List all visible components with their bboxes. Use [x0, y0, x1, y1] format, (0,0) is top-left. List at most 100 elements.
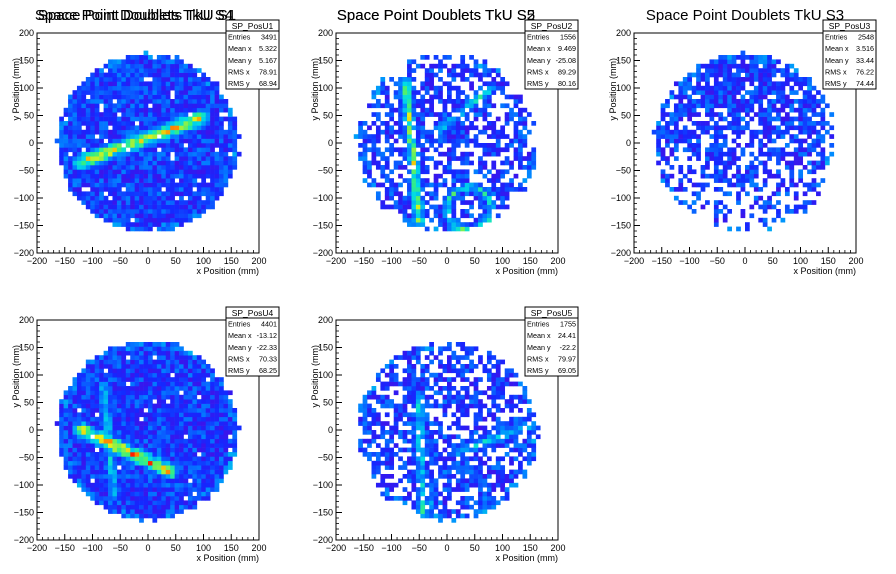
y-tick-label: −100 [313, 193, 333, 203]
heatmap-cell [482, 112, 488, 117]
heatmap-cell [491, 178, 497, 183]
heatmap-cell [214, 94, 220, 100]
heatmap-cell [460, 187, 466, 192]
heatmap-cell [509, 107, 514, 113]
heatmap-cell [802, 209, 808, 214]
heatmap-cell [103, 425, 109, 431]
heatmap-cell [411, 438, 417, 444]
heatmap-cell [183, 452, 189, 457]
heatmap-cell [125, 129, 131, 135]
heatmap-cell [789, 85, 795, 91]
heatmap-cell [473, 107, 479, 113]
heatmap-cell [134, 129, 140, 135]
heatmap-cell [687, 204, 693, 210]
heatmap-cell [108, 182, 113, 188]
heatmap-cell [486, 169, 492, 175]
heatmap-cell [152, 452, 158, 457]
heatmap-cell [143, 368, 149, 374]
heatmap-cell [411, 187, 417, 192]
heatmap-cell [745, 72, 750, 78]
heatmap-cell [398, 107, 403, 113]
heatmap-cell [152, 350, 158, 356]
heatmap-cell [665, 178, 670, 183]
heatmap-cell [829, 125, 835, 131]
heatmap-cell [116, 452, 122, 457]
heatmap-cell [108, 147, 113, 153]
heatmap-cell [139, 217, 144, 223]
heatmap-cell [76, 94, 82, 100]
heatmap-cell [731, 182, 737, 188]
heatmap-cell [415, 491, 421, 497]
heatmap-cell [183, 81, 189, 87]
heatmap-cell [784, 165, 790, 170]
heatmap-cell [736, 195, 741, 201]
heatmap-cell [371, 182, 377, 188]
stats-row-label: RMS x [825, 67, 847, 76]
heatmap-cell [161, 81, 167, 87]
heatmap-cell [473, 94, 479, 100]
heatmap-cell [460, 191, 466, 197]
heatmap-cell [143, 342, 149, 347]
heatmap-cell [411, 381, 417, 387]
heatmap-cell [223, 147, 229, 153]
heatmap-cell [134, 213, 140, 219]
heatmap-cell [504, 169, 510, 175]
heatmap-cell [753, 112, 759, 117]
heatmap-cell [156, 478, 162, 484]
heatmap-cell [223, 403, 229, 409]
heatmap-cell [798, 160, 804, 166]
heatmap-cell [187, 359, 193, 365]
heatmap-cell [139, 134, 144, 139]
heatmap-cell [227, 121, 233, 126]
heatmap-cell [143, 500, 149, 506]
heatmap-cell [227, 430, 233, 435]
heatmap-cell [820, 165, 826, 170]
heatmap-cell [705, 125, 710, 131]
heatmap-cell [389, 482, 395, 488]
heatmap-cell [407, 377, 412, 382]
heatmap-cell [371, 438, 377, 444]
heatmap-cell [219, 94, 224, 100]
stats-box-name: SP_PosU3 [829, 21, 871, 31]
heatmap-cell [673, 129, 679, 135]
heatmap-cell [139, 182, 144, 188]
heatmap-cell [669, 94, 675, 100]
heatmap-cell [156, 217, 162, 223]
heatmap-cell [362, 412, 368, 418]
heatmap-cell [482, 116, 488, 122]
heatmap-cell [99, 129, 104, 135]
heatmap-cell [415, 469, 421, 475]
heatmap-cell [125, 346, 131, 352]
heatmap-cell [187, 99, 193, 104]
heatmap-cell [116, 143, 122, 148]
heatmap-cell [460, 195, 466, 201]
heatmap-cell [161, 222, 167, 227]
heatmap-cell [90, 487, 96, 492]
heatmap-cell [81, 465, 87, 470]
stats-box-name: SP_PosU1 [232, 21, 274, 31]
heatmap-cell [103, 107, 109, 113]
heatmap-cell [139, 59, 144, 65]
heatmap-cell [143, 359, 149, 365]
heatmap-cell [389, 187, 395, 192]
heatmap-cell [59, 143, 64, 148]
heatmap-cell [205, 430, 211, 435]
heatmap-cell [179, 482, 184, 488]
heatmap-cell [223, 456, 229, 462]
heatmap-cell [478, 182, 483, 188]
heatmap-cell [367, 134, 372, 139]
heatmap-cell [103, 204, 109, 210]
heatmap-cell [165, 55, 171, 60]
heatmap-cell [108, 359, 113, 365]
stats-row-label: RMS y [228, 366, 250, 375]
heatmap-cell [411, 377, 417, 382]
heatmap-cell [112, 482, 118, 488]
heatmap-cell [68, 430, 73, 435]
heatmap-cell [411, 447, 417, 453]
heatmap-cell [371, 94, 377, 100]
heatmap-cell [94, 460, 100, 466]
heatmap-cell [389, 438, 395, 444]
heatmap-cell [161, 209, 167, 214]
heatmap-cell [192, 359, 198, 365]
